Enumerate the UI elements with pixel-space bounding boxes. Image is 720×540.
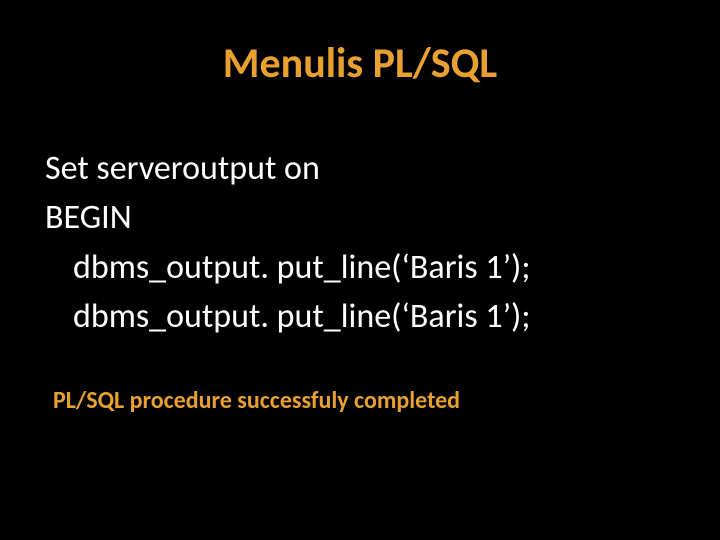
footer-text: PL/SQL procedure successfuly completed: [45, 386, 675, 415]
code-line-2: BEGIN: [45, 193, 675, 242]
code-line-1: Set serveroutput on: [45, 144, 675, 193]
slide-title: Menulis PL/SQL: [45, 38, 675, 89]
code-line-3: dbms_output. put_line(‘Baris 1’);: [45, 243, 675, 292]
slide-container: Menulis PL/SQL Set serveroutput on BEGIN…: [0, 0, 720, 540]
code-line-4: dbms_output. put_line(‘Baris 1’);: [45, 292, 675, 341]
code-block: Set serveroutput on BEGIN dbms_output. p…: [45, 144, 675, 341]
